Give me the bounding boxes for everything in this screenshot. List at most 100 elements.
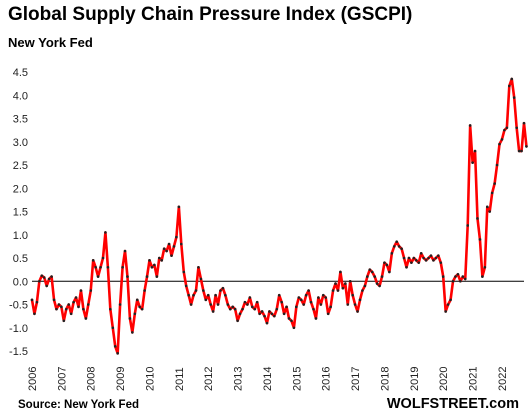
data-point — [405, 266, 408, 269]
data-point — [410, 261, 413, 264]
data-point — [485, 205, 489, 209]
data-point — [473, 149, 477, 153]
data-point — [153, 263, 156, 267]
data-point — [170, 254, 173, 257]
data-point — [476, 217, 479, 220]
data-point — [368, 268, 372, 271]
data-point — [302, 303, 306, 306]
data-point — [38, 279, 41, 283]
brand-logo: WOLFSTREET.com — [386, 396, 519, 412]
data-point — [180, 242, 183, 246]
data-point — [520, 149, 523, 153]
data-point — [312, 307, 315, 311]
data-point — [192, 293, 195, 297]
source-note: Source: New York Fed — [18, 399, 139, 411]
data-point — [339, 270, 342, 274]
data-point — [109, 307, 112, 311]
data-point — [211, 310, 215, 313]
data-point — [304, 293, 308, 297]
data-point — [451, 279, 455, 283]
data-point — [309, 300, 313, 304]
data-point — [515, 126, 518, 130]
data-point — [468, 124, 472, 127]
data-point — [510, 77, 514, 81]
data-point — [299, 298, 303, 302]
data-point — [251, 305, 254, 309]
data-point — [307, 289, 310, 292]
data-point — [498, 142, 501, 146]
data-point — [202, 289, 205, 292]
data-point — [356, 310, 359, 313]
data-point — [522, 121, 526, 125]
data-point — [67, 303, 71, 306]
data-point — [206, 293, 210, 297]
x-tick-label: 2012 — [203, 367, 215, 391]
data-point — [30, 298, 34, 302]
data-point — [280, 300, 283, 304]
data-point — [385, 263, 389, 267]
data-point — [145, 275, 149, 278]
data-point — [319, 303, 323, 306]
data-point — [184, 284, 188, 288]
data-point — [263, 314, 266, 318]
data-point — [113, 345, 117, 348]
data-point — [287, 317, 291, 320]
x-tick-label: 2011 — [174, 367, 186, 391]
data-point — [140, 307, 144, 311]
data-point — [194, 289, 198, 292]
data-point — [525, 145, 528, 148]
data-point — [82, 307, 85, 311]
data-point — [116, 352, 119, 355]
x-tick-label: 2015 — [291, 367, 303, 391]
data-point — [419, 252, 423, 255]
data-point — [463, 277, 467, 281]
data-point — [143, 289, 146, 292]
data-point — [94, 266, 97, 269]
data-point — [432, 259, 435, 262]
data-point — [388, 270, 391, 274]
y-axis: 4.5 4.0 3.5 3.0 2.5 2.0 1.5 1.0 0.5 0.0 -0.5 -1.0 -1… — [9, 67, 524, 358]
data-point — [273, 314, 276, 318]
data-point — [74, 296, 78, 299]
data-point — [334, 282, 337, 285]
data-point — [417, 261, 421, 264]
data-point — [277, 293, 281, 297]
data-point — [216, 303, 220, 306]
data-point — [135, 298, 139, 302]
data-point — [126, 275, 129, 278]
y-tick-label: -1.5 — [9, 346, 28, 358]
y-tick-label: 2.0 — [13, 183, 28, 195]
data-point — [375, 282, 379, 285]
data-point — [490, 191, 494, 195]
chart-title: Global Supply Chain Pressure Index (GSCP… — [8, 4, 413, 25]
data-point — [62, 319, 66, 323]
data-point — [395, 240, 399, 244]
data-point — [282, 312, 286, 316]
data-point — [361, 289, 364, 292]
data-point — [517, 149, 521, 153]
data-point — [165, 249, 168, 253]
data-point — [42, 276, 46, 279]
data-point — [424, 259, 428, 262]
data-point — [197, 266, 200, 269]
data-point — [253, 307, 257, 311]
data-point — [260, 310, 264, 313]
data-point — [221, 286, 225, 290]
data-point — [236, 319, 239, 323]
data-point — [47, 277, 51, 281]
y-tick-label: 4.0 — [13, 90, 28, 102]
data-point — [79, 289, 83, 292]
data-point — [446, 303, 450, 306]
data-point — [454, 275, 457, 278]
data-point — [150, 266, 154, 269]
data-point — [512, 96, 516, 99]
data-point — [231, 305, 235, 309]
data-point — [187, 293, 190, 297]
data-point — [199, 277, 203, 281]
data-point — [189, 303, 193, 306]
data-point — [508, 84, 511, 88]
data-point — [99, 266, 102, 269]
data-point — [243, 300, 247, 304]
data-point — [348, 279, 352, 283]
